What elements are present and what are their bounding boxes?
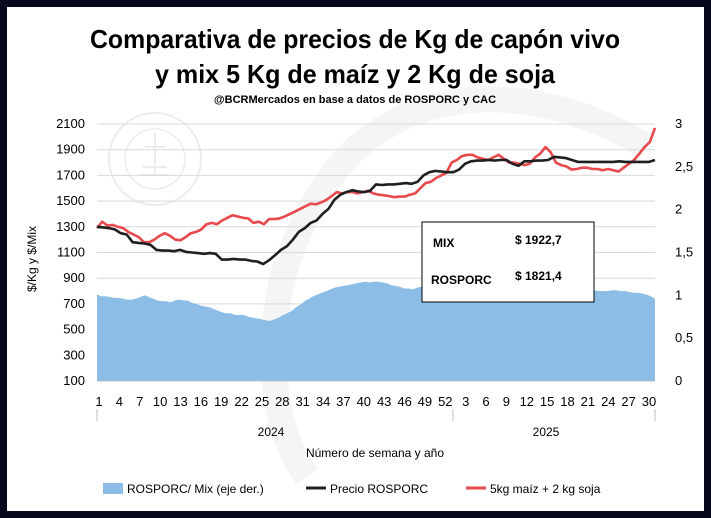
x-tick-label: 46 (397, 394, 411, 409)
mix-line (95, 127, 657, 244)
chart-card: Comparativa de precios de Kg de capón vi… (7, 7, 704, 511)
y-axis-label: $/Kg y $/Mix (25, 226, 39, 292)
x-tick-label: 40 (357, 394, 371, 409)
x-tick-label: 49 (418, 394, 432, 409)
legend: ROSPORC/ Mix (eje der.) Precio ROSPORC 5… (103, 482, 601, 496)
legend-label-mix: 5kg maíz + 2 kg soja (490, 482, 601, 496)
info-box: MIX $ 1922,7 ROSPORC $ 1821,4 (421, 221, 595, 303)
x-tick-label: 6 (482, 394, 489, 409)
rosporc-line (96, 155, 656, 266)
left-tick-label: 900 (63, 270, 85, 285)
x-tick-label: 43 (377, 394, 391, 409)
right-tick-label: 3 (675, 116, 682, 131)
chart-title-line2: y mix 5 Kg de maíz y 2 Kg de soja (155, 59, 556, 89)
x-tick-label: 16 (194, 394, 208, 409)
ratio-area (97, 281, 655, 381)
left-tick-label: 2100 (56, 116, 85, 131)
x-tick-label: 10 (153, 394, 167, 409)
left-tick-label: 100 (63, 373, 85, 388)
x-tick-label: 3 (462, 394, 469, 409)
chart-svg: Comparativa de precios de Kg de capón vi… (25, 24, 693, 496)
x-tick-label: 12 (520, 394, 534, 409)
left-tick-label: 1500 (56, 193, 85, 208)
x-tick-label: 30 (642, 394, 656, 409)
x-tick-label: 28 (275, 394, 289, 409)
legend-label-rosporc: Precio ROSPORC (330, 482, 428, 496)
info-mix-value: $ 1922,7 (515, 233, 562, 247)
left-tick-label: 1700 (56, 167, 85, 182)
year-label-2025: 2025 (533, 425, 560, 439)
right-tick-label: 2 (675, 202, 682, 217)
x-tick-label: 31 (295, 394, 309, 409)
price-lines-group (95, 127, 657, 266)
ratio-area-group (97, 281, 655, 381)
x-tick-label: 25 (255, 394, 269, 409)
right-tick-label: 1,5 (675, 245, 693, 260)
x-tick-label: 52 (438, 394, 452, 409)
x-tick-label: 22 (234, 394, 248, 409)
left-tick-label: 300 (63, 347, 85, 362)
info-mix-label: MIX (433, 236, 454, 250)
left-axis: 100 300 500 700 900 1100 1300 1500 1700 1900 2100 (56, 116, 85, 388)
left-tick-label: 1300 (56, 219, 85, 234)
x-tick-label: 18 (560, 394, 574, 409)
x-tick-label: 21 (581, 394, 595, 409)
x-tick-label: 13 (173, 394, 187, 409)
x-tick-label: 9 (503, 394, 510, 409)
right-tick-label: 2,5 (675, 159, 693, 174)
chart-subtitle: @BCRMercados en base a datos de ROSPORC … (214, 94, 496, 106)
x-axis-label: Número de semana y año (306, 446, 444, 460)
right-tick-label: 1 (675, 287, 682, 302)
left-tick-label: 1900 (56, 142, 85, 157)
x-tick-label: 34 (316, 394, 330, 409)
x-tick-label: 1 (95, 394, 102, 409)
year-label-2024: 2024 (258, 425, 285, 439)
left-tick-label: 700 (63, 296, 85, 311)
info-rosporc-value: $ 1821,4 (515, 269, 562, 283)
x-tick-label: 37 (336, 394, 350, 409)
x-tick-label: 27 (621, 394, 635, 409)
x-tick-label: 24 (601, 394, 615, 409)
left-tick-label: 1100 (57, 245, 85, 260)
x-axis: 1 4 7 10 13 16 19 22 25 28 31 34 37 40 43 46 49 52 3 6 9 12 15… (95, 380, 656, 421)
legend-swatch-ratio (103, 483, 123, 494)
chart-title-line1: Comparativa de precios de Kg de capón vi… (90, 24, 620, 54)
x-tick-label: 19 (214, 394, 228, 409)
right-axis: 0 0,5 1 1,5 2 2,5 3 (675, 116, 693, 388)
info-rosporc-label: ROSPORC (431, 273, 492, 287)
x-tick-label: 15 (540, 394, 554, 409)
left-tick-label: 500 (63, 322, 85, 337)
x-tick-label: 4 (116, 394, 123, 409)
legend-label-ratio: ROSPORC/ Mix (eje der.) (127, 482, 264, 496)
x-tick-label: 7 (136, 394, 143, 409)
right-tick-label: 0 (675, 373, 682, 388)
right-tick-label: 0,5 (675, 330, 693, 345)
